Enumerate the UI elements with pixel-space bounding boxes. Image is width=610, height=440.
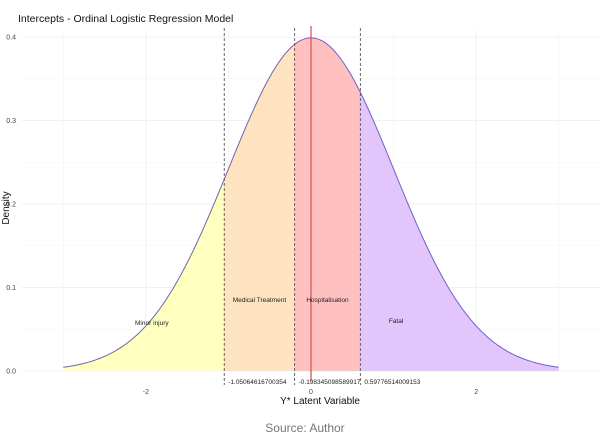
cutpoint-labels: -1.05064616700354 -0.198345098589917 0.597… [228,379,421,386]
region-label: Fatal [389,318,404,325]
region-label: Minor injury [135,320,169,327]
region-labels: Minor injury Medical Treatment Hospitalisa… [135,297,404,327]
x-tick-label: -2 [143,389,149,396]
chart-title: Intercepts - Ordinal Logistic Regression… [18,13,233,25]
y-tick-label: 0.2 [6,202,16,209]
cutpoint-label: -0.198345098589917 [299,379,361,386]
cutpoint-label: -1.05064616700354 [228,379,287,386]
y-axis-ticks: 0.0 0.1 0.2 0.3 0.4 [6,35,16,376]
region-minor-injury [63,179,225,371]
y-tick-label: 0.4 [6,35,16,42]
region-hospitalisation [294,37,361,371]
y-tick-label: 0.0 [6,369,16,376]
region-medical-treatment [224,44,295,372]
cutpoint-lines [223,26,361,385]
region-label: Medical Treatment [233,297,287,304]
y-tick-label: 0.3 [6,118,16,125]
x-tick-label: 0 [309,389,313,396]
region-label: Hospitalisation [306,297,349,304]
region-fatal [360,92,559,371]
cutpoint-label: 0.59776514009153 [364,379,420,386]
source-note: Source: Author [265,421,344,435]
y-tick-label: 0.1 [6,285,16,292]
x-tick-label: 2 [474,389,478,396]
x-axis-title: Y* Latent Variable [280,396,360,407]
x-axis-ticks: -2 0 2 [143,389,478,396]
y-axis-title: Density [1,191,12,224]
